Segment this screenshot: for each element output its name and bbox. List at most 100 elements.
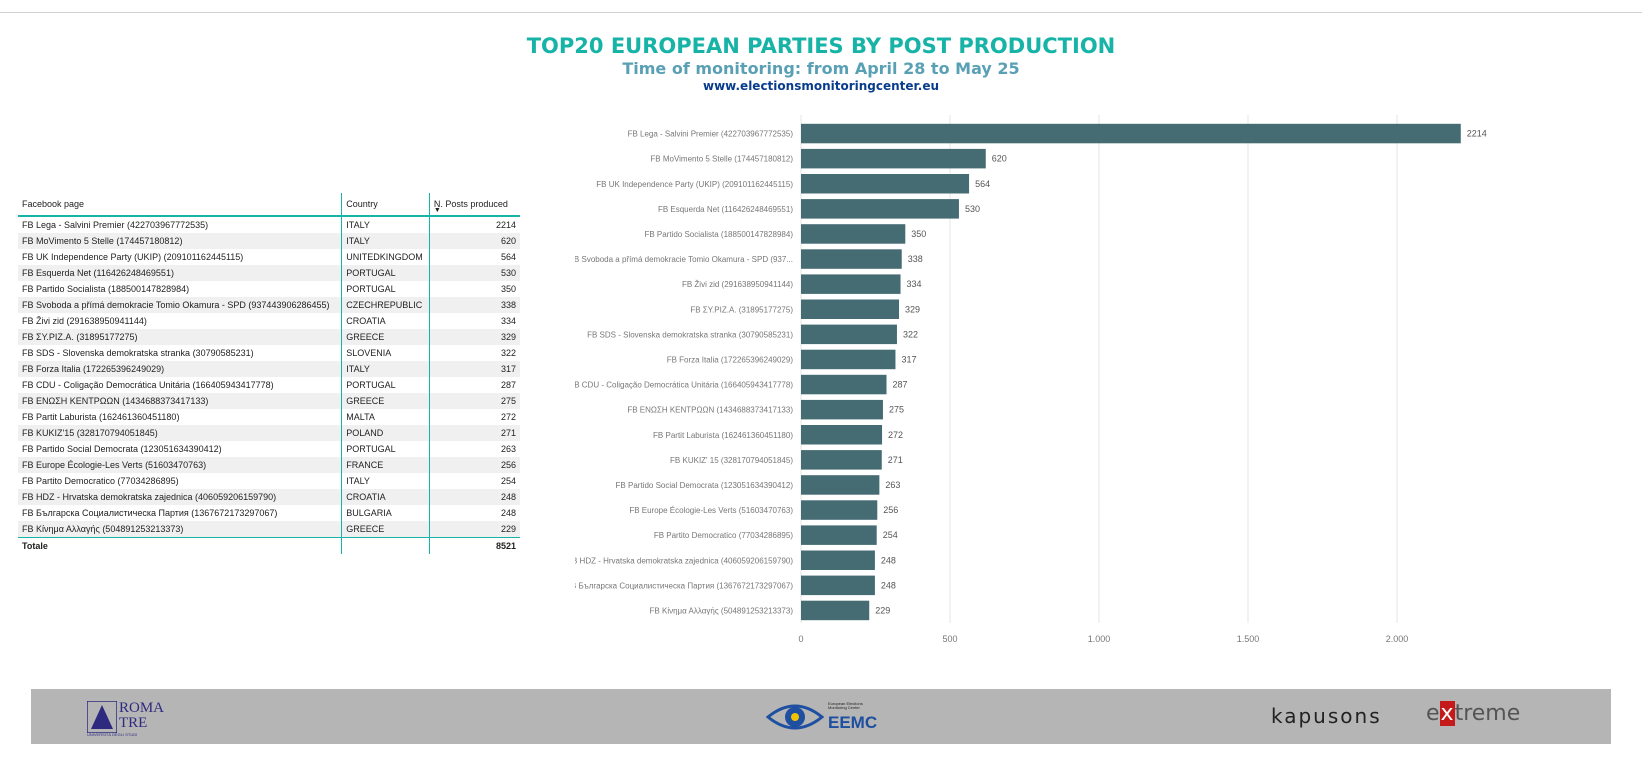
table-row[interactable]: FB Europe Écologie-Les Verts (5160347076… — [18, 457, 520, 473]
cell-country: UNITEDKINGDOM — [341, 249, 430, 265]
column-header-posts[interactable]: N. Posts produced ▼ — [428, 193, 520, 217]
value-label: 530 — [965, 204, 980, 214]
cell-posts: 317 — [428, 361, 520, 377]
bar[interactable] — [801, 550, 875, 571]
bar[interactable] — [801, 450, 882, 470]
value-label: 272 — [888, 430, 903, 440]
cell-posts: 272 — [428, 409, 520, 425]
value-label: 248 — [881, 555, 896, 565]
sort-descending-icon[interactable]: ▼ — [433, 207, 441, 214]
bar[interactable] — [801, 600, 870, 621]
roma-tre-top: ROMA — [119, 700, 165, 716]
category-label: FB Lega - Salvini Premier (4227039677725… — [628, 130, 794, 139]
cell-posts: 263 — [428, 441, 520, 457]
column-header-page[interactable]: Facebook page — [18, 193, 342, 217]
table-row[interactable]: FB Κίνημα Αλλαγής (504891253213373) GREEC… — [18, 521, 520, 538]
cell-page: FB ΣΥ.ΡΙΖ.Α. (31895177275) — [18, 329, 342, 345]
cell-page: FB Partit Laburista (162461360451180) — [22, 412, 180, 422]
eemc-tagline: European Elections Monitoring Center — [828, 701, 863, 710]
roma-tre-emblem-icon — [87, 701, 117, 733]
bar[interactable] — [801, 299, 900, 320]
column-header-country[interactable]: Country — [341, 193, 430, 217]
cell-country: SLOVENIA — [341, 345, 430, 361]
table-row[interactable]: FB ΕΝΩΣΗ ΚΕΝΤΡΩΩΝ (1434688373417133) GREE… — [18, 393, 520, 409]
chart-category-labels: FB Lega - Salvini Premier (4227039677725… — [575, 130, 793, 616]
table-row[interactable]: FB KUKIZ'15 (328170794051845) POLAND 271 — [18, 425, 520, 441]
cell-country: ITALY — [341, 216, 430, 233]
table-row[interactable]: FB Partido Social Democrata (12305163439… — [18, 441, 520, 457]
table-row[interactable]: FB CDU - Coligação Democrática Unitária … — [18, 377, 520, 393]
table-row[interactable]: FB MoVimento 5 Stelle (174457180812) ITAL… — [18, 233, 520, 249]
eemc-wordmark: EEMC — [828, 713, 878, 732]
cell-posts: 256 — [428, 457, 520, 473]
bar[interactable] — [801, 274, 901, 294]
page-title: TOP20 EUROPEAN PARTIES BY POST PRODUCTIO… — [526, 34, 1116, 58]
category-label: FB SDS - Slovenska demokratska stranka (… — [587, 330, 793, 339]
value-label: 254 — [883, 530, 898, 540]
cell-posts: 338 — [428, 297, 520, 313]
table-row[interactable]: FB ΣΥ.ΡΙΖ.Α. (31895177275) GREECE 329 — [18, 329, 520, 345]
cell-country: CZECHREPUBLIC — [341, 297, 430, 313]
cell-posts: 275 — [428, 393, 520, 409]
cell-page: FB HDZ - Hrvatska demokratska zajednica … — [18, 489, 342, 505]
extreme-pre: e — [1426, 701, 1440, 726]
table-row[interactable]: FB HDZ - Hrvatska demokratska zajednica … — [18, 489, 520, 505]
cell-country: BULGARIA — [341, 505, 430, 521]
category-label: FB CDU - Coligação Democrática Unitária … — [575, 381, 793, 390]
table-row[interactable]: FB Българска Социалистическа Партия (136… — [18, 505, 520, 521]
value-label: 256 — [883, 505, 898, 515]
bar[interactable] — [801, 224, 906, 244]
value-label: 275 — [889, 405, 904, 415]
table-row[interactable]: FB UK Independence Party (UKIP) (2091011… — [18, 249, 520, 265]
roma-tre-subtitle: UNIVERSITÀ DEGLI STUDI — [87, 732, 138, 737]
category-label: FB HDZ - Hrvatska demokratska zajednica … — [575, 556, 793, 565]
table-row[interactable]: FB Svoboda a přímá demokracie Tomio Okam… — [18, 297, 520, 313]
bar[interactable] — [801, 500, 878, 520]
value-label: 263 — [885, 480, 900, 490]
chart-x-ticks: 0 500 1.000 1.500 2.000 — [798, 634, 1408, 644]
roma-tre-wordmark: ROMA TRE — [119, 701, 164, 731]
bar[interactable] — [801, 525, 877, 545]
table-row[interactable]: FB Forza Italia (172265396249029) ITALY 31… — [18, 361, 520, 377]
cell-country: GREECE — [341, 393, 430, 409]
bar[interactable] — [801, 425, 883, 445]
value-label: 338 — [908, 254, 923, 264]
value-label: 317 — [901, 354, 916, 364]
cell-country: PORTUGAL — [341, 377, 430, 393]
bar[interactable] — [801, 199, 959, 219]
cell-page: FB UK Independence Party (UKIP) (2091011… — [22, 252, 244, 262]
cell-country: ITALY — [341, 361, 430, 377]
table-row[interactable]: FB Živi zid (291638950941144) CROATIA 334 — [18, 313, 520, 329]
cell-posts: 350 — [428, 281, 520, 297]
bar[interactable] — [801, 148, 986, 169]
bar[interactable] — [801, 349, 896, 370]
cell-page: FB Partido Social Democrata (12305163439… — [22, 444, 222, 454]
table-row[interactable]: FB Partido Socialista (188500147828984) P… — [18, 281, 520, 297]
cell-page: FB ΕΝΩΣΗ ΚΕΝΤΡΩΩΝ (1434688373417133) — [18, 393, 342, 409]
total-empty — [341, 537, 430, 554]
table-row[interactable]: FB Partit Laburista (162461360451180) MAL… — [18, 409, 520, 425]
bar[interactable] — [801, 174, 970, 194]
bar[interactable] — [801, 249, 902, 269]
table-row[interactable]: FB Partito Democratico (77034286895) ITAL… — [18, 473, 520, 489]
category-label: FB Svoboda a přímá demokracie Tomio Okam… — [575, 255, 793, 264]
table-row[interactable]: FB SDS - Slovenska demokratska stranka (… — [18, 345, 520, 361]
bar[interactable] — [801, 123, 1461, 144]
bar[interactable] — [801, 399, 883, 420]
category-label: FB Partido Socialista (188500147828984) — [644, 230, 793, 239]
bar[interactable] — [801, 374, 887, 395]
cell-page: FB SDS - Slovenska demokratska stranka (… — [22, 348, 254, 358]
category-label: FB MoVimento 5 Stelle (174457180812) — [650, 155, 793, 164]
top-divider — [0, 12, 1642, 13]
bar[interactable] — [801, 575, 875, 596]
table-row[interactable]: FB Lega - Salvini Premier (4227039677725… — [18, 216, 520, 233]
website-link[interactable]: www.electionsmonitoringcenter.eu — [703, 79, 939, 93]
cell-page: FB Κίνημα Αλλαγής (504891253213373) — [18, 521, 342, 538]
value-label: 248 — [881, 580, 896, 590]
bar[interactable] — [801, 475, 880, 495]
bar[interactable] — [801, 324, 897, 345]
cell-page: FB CDU - Coligação Democrática Unitária … — [22, 380, 274, 390]
table-row[interactable]: FB Esquerda Net (116426248469551) PORTUGA… — [18, 265, 520, 281]
value-label: 620 — [992, 154, 1007, 164]
cell-page: FB Živi zid (291638950941144) — [22, 316, 147, 326]
